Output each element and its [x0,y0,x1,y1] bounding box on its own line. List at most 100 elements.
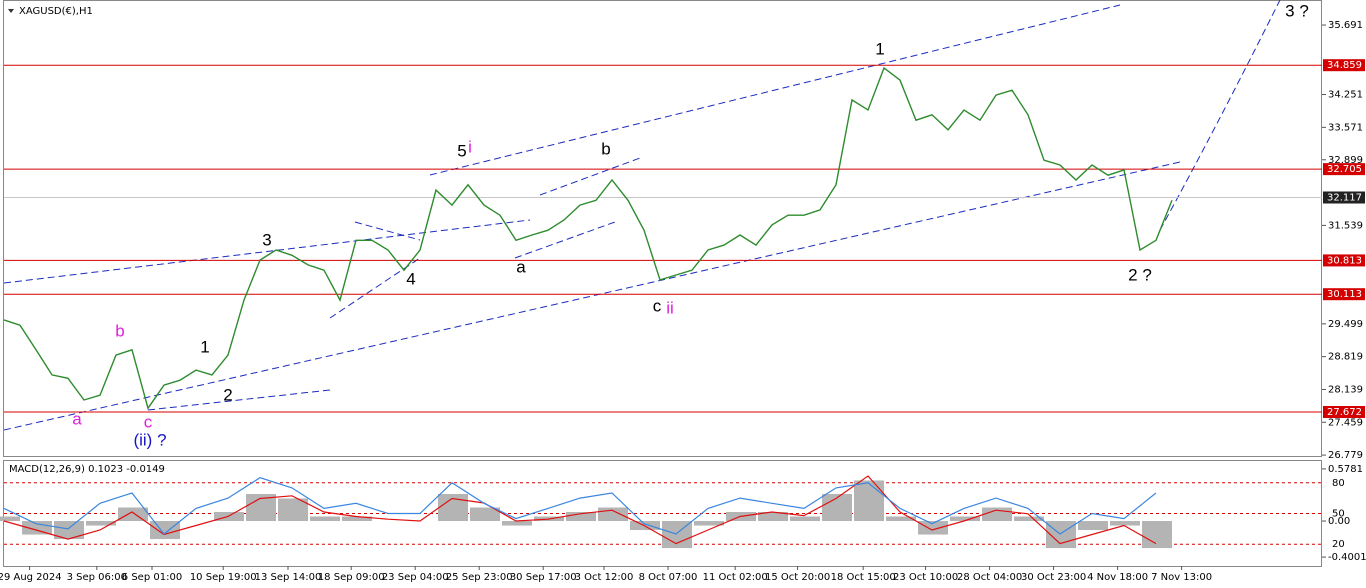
main-frame [3,0,1322,457]
projection-line [1159,0,1281,231]
level-box [1323,288,1365,301]
x-tick-label: 30 Oct 23:00 [1021,572,1086,583]
x-tick-label: 18 Sep 09:00 [318,572,385,583]
macd-bar [310,516,340,522]
x-tick-label: 30 Sep 17:00 [510,572,577,583]
wave-label: c [144,412,153,431]
macd-bar [0,516,20,522]
menu-arrow[interactable] [8,9,14,13]
macd-bar [694,521,724,526]
x-tick-label: 11 Oct 02:00 [703,572,768,583]
x-tick-label: 7 Nov 13:00 [1151,572,1212,583]
macd-bar [54,521,84,540]
macd-bar [86,521,116,526]
wave-label: 5 [457,141,466,160]
trend-line [514,221,616,259]
indicator-line [3,477,1157,535]
level-box [1323,254,1365,267]
y-tick-label: 28.139 [1328,384,1363,395]
macd-bar [950,516,980,522]
trend-lines [3,0,1281,431]
x-tick-label: 8 Oct 07:00 [639,572,698,583]
level-box [1323,59,1365,72]
last-price-box [1323,191,1365,204]
wave-label: 1 [875,39,884,58]
y-tick-label: 0.00 [1328,516,1350,527]
last-price-label: 32.117 [1327,193,1362,204]
trend-line [3,219,531,284]
macd-bar [1110,521,1140,526]
x-tick-label: 18 Oct 15:00 [831,572,896,583]
macd-bar [502,521,532,526]
x-tick-label: 3 Oct 12:00 [575,572,634,583]
x-tick-label: 28 Oct 04:00 [957,572,1022,583]
wave-label: a [516,257,526,276]
y-tick-label: 28.819 [1328,352,1363,363]
wave-label: 2 [223,385,232,404]
x-tick-label: 23 Oct 10:00 [893,572,958,583]
macd-bar [1078,521,1108,531]
trend-line [147,389,331,411]
y-tick-label: 32.899 [1328,155,1363,166]
indicator-line [3,475,1157,545]
level-box [1323,405,1365,418]
macd-bar [598,507,628,522]
level-label: 32.705 [1327,164,1362,175]
y-tick-label: 0.5781 [1328,464,1363,475]
trend-line [3,161,1181,431]
wave-label: (ii) ? [133,430,166,449]
x-tick-label: 3 Sep 06:00 [67,572,127,583]
level-label: 30.113 [1327,289,1362,300]
y-tick-label: 33.571 [1328,122,1363,133]
trend-line [539,157,641,196]
x-tick-label: 15 Oct 20:00 [765,572,830,583]
wave-label: 3 [262,230,271,249]
y2-tick-label: 20 [1332,539,1345,550]
price-line [3,66,1173,410]
y-tick-label: 35.691 [1328,20,1363,31]
macd-title: MACD(12,26,9) 0.1023 -0.0149 [9,464,165,475]
level-box [1323,163,1365,176]
level-label: 30.813 [1327,255,1362,266]
x-tick-label: 4 Nov 18:00 [1087,572,1148,583]
chart-title: XAGUSD(€),H1 [19,6,93,17]
trend-line [429,4,1121,176]
level-label: 34.859 [1327,60,1362,71]
level-label: 27.672 [1327,407,1362,418]
macd-bar [758,512,788,522]
macd-bar [854,480,884,522]
wave-label: b [601,139,610,158]
macd-bar [790,516,820,522]
macd-bar [1142,521,1172,549]
wave-label: 2 ? [1128,265,1152,284]
macd-bar [118,507,148,522]
y-tick-label: 31.539 [1328,220,1363,231]
macd-bar [342,516,372,522]
macd-bar [982,507,1012,522]
x-tick-label: 23 Sep 04:00 [382,572,449,583]
y-tick-label: 29.499 [1328,319,1363,330]
wave-label: b [115,321,124,340]
macd-bar [886,516,916,522]
y-tick-label: 34.251 [1328,90,1363,101]
y2-tick-label: 80 [1332,478,1345,489]
macd-bar [22,521,52,535]
y-tick-label: 26.779 [1328,450,1363,461]
wave-label: a [72,409,82,428]
y-tick-label: -0.4001 [1328,552,1366,563]
x-tick-label: 25 Sep 23:00 [446,572,513,583]
macd-bar [918,521,948,535]
macd-bar [566,512,596,522]
macd-bar [150,521,180,540]
macd-bar [470,507,500,522]
macd-bar [278,498,308,522]
wave-label: c [653,296,662,315]
wave-label: 1 [200,337,209,356]
trend-line [354,221,421,241]
wave-label: 4 [406,269,415,288]
y2-tick-label: 50 [1332,509,1345,520]
x-tick-label: 29 Aug 2024 [0,572,62,583]
macd-bar [1014,516,1044,522]
y-tick-label: 27.459 [1328,417,1363,428]
